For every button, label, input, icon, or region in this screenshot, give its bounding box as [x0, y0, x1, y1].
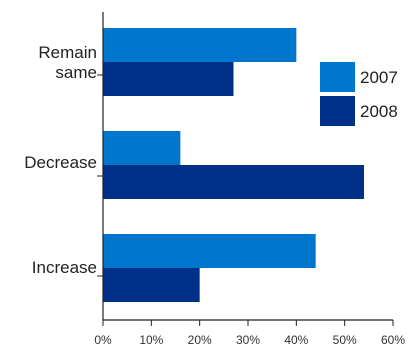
- legend: 2007 2008: [320, 62, 398, 126]
- category-label: Decrease: [24, 153, 97, 172]
- x-tick-label: 10%: [139, 333, 163, 347]
- category-label: Increase: [32, 258, 97, 277]
- x-tick-label: 0%: [94, 333, 112, 347]
- bar-decrease-2008: [103, 165, 364, 199]
- x-axis-ticks: 0% 10% 20% 30% 40% 50% 60%: [94, 320, 405, 347]
- bar-remain-same-2007: [103, 28, 297, 62]
- x-tick-label: 40%: [284, 333, 308, 347]
- bar-increase-2007: [103, 234, 316, 268]
- bars-group: [103, 28, 364, 302]
- x-tick-label: 50%: [333, 333, 357, 347]
- bar-decrease-2007: [103, 131, 181, 165]
- x-tick-label: 60%: [381, 333, 405, 347]
- legend-label-2008: 2008: [360, 102, 398, 121]
- legend-label-2007: 2007: [360, 68, 398, 87]
- bar-remain-same-2008: [103, 62, 234, 96]
- x-tick-label: 20%: [188, 333, 212, 347]
- legend-swatch-2008: [320, 96, 355, 126]
- x-tick-label: 30%: [236, 333, 260, 347]
- category-label: Remain same: [38, 43, 97, 82]
- bar-increase-2008: [103, 268, 200, 302]
- category-labels: Remain same Decrease Increase: [24, 43, 103, 277]
- legend-swatch-2007: [320, 62, 355, 92]
